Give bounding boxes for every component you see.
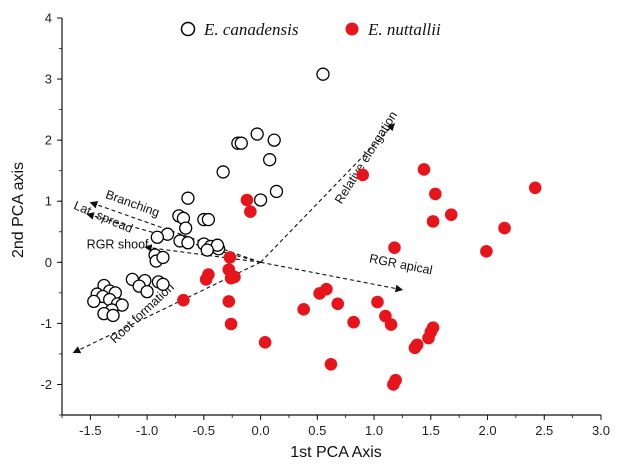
data-point-e-canadensis — [316, 67, 330, 81]
loading-vector-arrow — [260, 261, 404, 293]
x-tick-label: 2.0 — [478, 423, 496, 438]
data-point-e-nuttallii — [498, 221, 511, 235]
data-point-e-canadensis — [87, 294, 101, 309]
y-tick-label: 4 — [45, 11, 52, 26]
x-tick-label: 3.0 — [592, 423, 610, 438]
data-point-e-nuttallii — [384, 318, 398, 331]
data-point-e-nuttallii — [387, 378, 400, 391]
y-axis-title: 2nd PCA axis — [10, 162, 27, 258]
y-tick-label: -1 — [40, 316, 52, 331]
data-point-e-nuttallii — [258, 336, 272, 349]
x-tick-label: 0.0 — [252, 423, 270, 438]
loading-vector-label: Relative elongation — [332, 109, 400, 207]
x-tick-label: -1.5 — [79, 423, 101, 438]
data-point-e-canadensis — [267, 133, 281, 147]
data-point-e-canadensis — [200, 243, 214, 257]
x-tick-label: 1.0 — [365, 423, 383, 438]
y-tick-label: 0 — [45, 255, 52, 270]
data-point-e-nuttallii — [177, 293, 190, 307]
data-point-e-canadensis — [269, 184, 284, 199]
data-point-e-canadensis — [106, 308, 120, 323]
x-tick-label: 1.5 — [422, 423, 440, 438]
data-point-e-nuttallii — [199, 273, 213, 286]
data-point-e-nuttallii — [240, 193, 254, 207]
data-point-e-canadensis — [263, 153, 277, 167]
y-tick-label: 2 — [45, 133, 52, 148]
data-point-e-canadensis — [201, 212, 216, 227]
loading-vector-label: RGR apical — [368, 252, 433, 278]
data-points — [87, 67, 542, 391]
data-point-e-canadensis — [234, 136, 248, 150]
data-point-e-nuttallii — [388, 241, 401, 254]
x-tick-label: -0.5 — [193, 423, 215, 438]
data-point-e-canadensis — [253, 193, 268, 207]
data-point-e-nuttallii — [528, 181, 542, 195]
y-tick-label: 1 — [45, 194, 52, 209]
loading-vector-label: RGR shoof — [87, 237, 149, 251]
data-point-e-canadensis — [181, 191, 195, 205]
data-point-e-nuttallii — [347, 315, 360, 329]
data-point-e-nuttallii — [224, 317, 238, 331]
data-point-e-nuttallii — [224, 271, 238, 285]
x-tick-label: 0.5 — [308, 423, 326, 438]
data-point-e-nuttallii — [426, 215, 440, 228]
data-point-e-nuttallii — [331, 297, 345, 311]
data-point-e-nuttallii — [417, 163, 431, 176]
data-point-e-nuttallii — [480, 245, 493, 258]
data-point-e-nuttallii — [324, 358, 338, 371]
data-point-e-nuttallii — [371, 295, 384, 309]
data-point-e-canadensis — [150, 230, 164, 244]
data-point-e-nuttallii — [223, 251, 237, 264]
data-point-e-nuttallii — [429, 187, 442, 201]
data-point-e-nuttallii — [408, 341, 422, 355]
x-axis-title: 1st PCA Axis — [290, 444, 382, 461]
data-point-e-canadensis — [156, 277, 170, 291]
data-point-e-canadensis — [140, 284, 154, 299]
legend-label-e-nuttallii: E. nuttallii — [367, 20, 441, 39]
data-point-e-nuttallii — [422, 331, 435, 345]
data-point-e-canadensis — [216, 165, 230, 179]
legend-marker-e-canadensis — [180, 21, 196, 37]
data-point-e-canadensis — [156, 250, 170, 265]
data-point-e-canadensis — [181, 236, 195, 250]
data-point-e-nuttallii — [444, 208, 458, 221]
x-tick-label: 2.5 — [535, 423, 553, 438]
legend: E. canadensis E. nuttallii — [180, 20, 441, 39]
data-point-e-nuttallii — [297, 303, 310, 316]
data-point-e-nuttallii — [320, 282, 333, 296]
data-point-e-nuttallii — [222, 295, 236, 308]
legend-label-e-canadensis: E. canadensis — [203, 20, 299, 39]
y-tick-label: -2 — [40, 377, 52, 392]
data-point-e-canadensis — [179, 221, 193, 235]
data-point-e-canadensis — [250, 127, 264, 141]
data-point-e-nuttallii — [356, 168, 370, 182]
x-tick-label: -1.0 — [136, 423, 158, 438]
legend-marker-e-nuttallii — [345, 22, 359, 36]
y-tick-label: 3 — [45, 72, 52, 87]
data-point-e-nuttallii — [244, 205, 257, 218]
axes: -1.5 -1.0 -0.5 0.0 0.5 1.0 1.5 2.0 2.5 3.0 -2 -1 0 1 2… — [40, 11, 610, 439]
